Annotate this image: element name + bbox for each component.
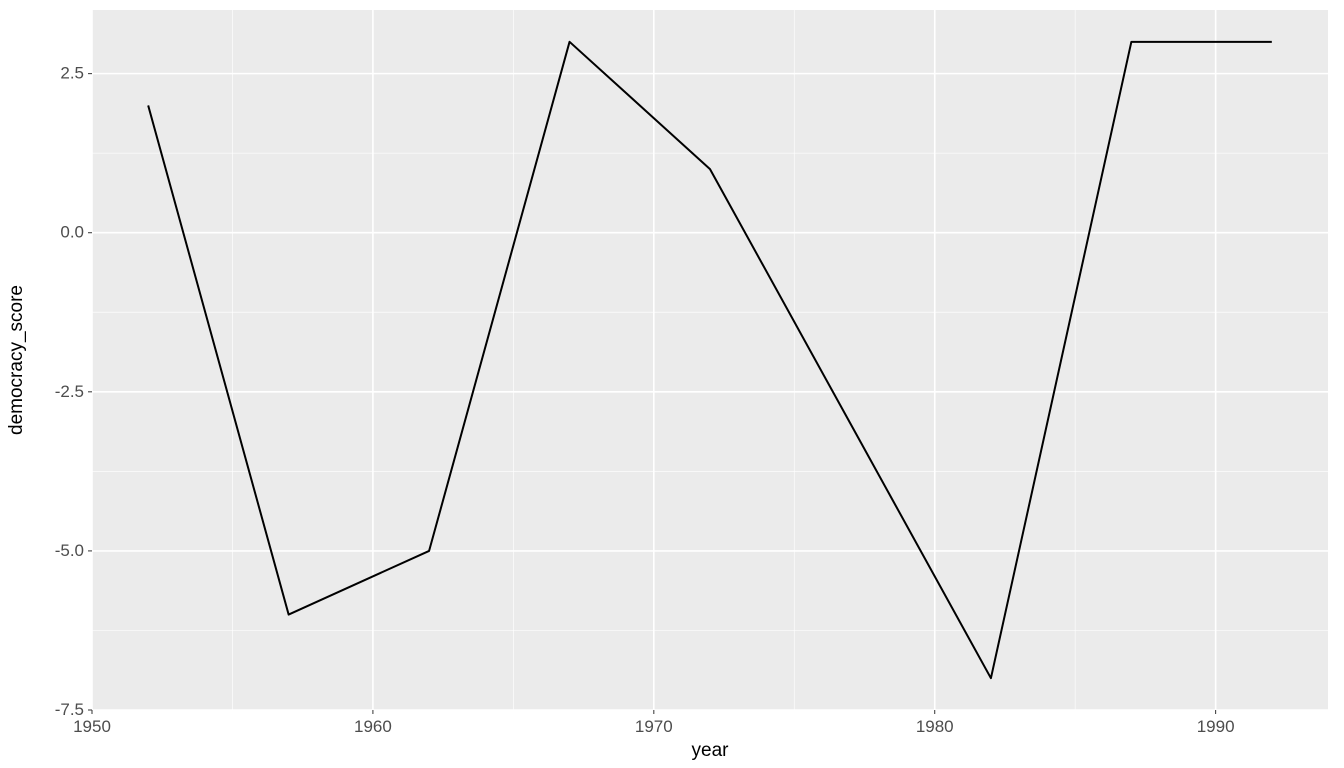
y-axis-title: democracy_score <box>6 285 27 435</box>
y-tick-label: -7.5 <box>55 700 84 719</box>
x-axis-title: year <box>692 740 730 761</box>
x-tick-label: 1970 <box>635 717 673 736</box>
y-tick-label: -5.0 <box>55 541 84 560</box>
y-tick-label: -2.5 <box>55 382 84 401</box>
x-tick-label: 1990 <box>1197 717 1235 736</box>
y-tick-label: 0.0 <box>60 223 84 242</box>
y-tick-label: 2.5 <box>60 64 84 83</box>
x-tick-label: 1980 <box>916 717 954 736</box>
x-tick-label: 1960 <box>354 717 392 736</box>
line-chart: 1950 1960 1970 1980 1990 -7.5 -5.0 -2.5 0.0 2.5 ye… <box>0 0 1344 768</box>
chart-svg: 1950 1960 1970 1980 1990 -7.5 -5.0 -2.5 0.0 2.5 ye… <box>0 0 1344 768</box>
x-tick-label: 1950 <box>73 717 111 736</box>
panel-background <box>92 10 1328 710</box>
